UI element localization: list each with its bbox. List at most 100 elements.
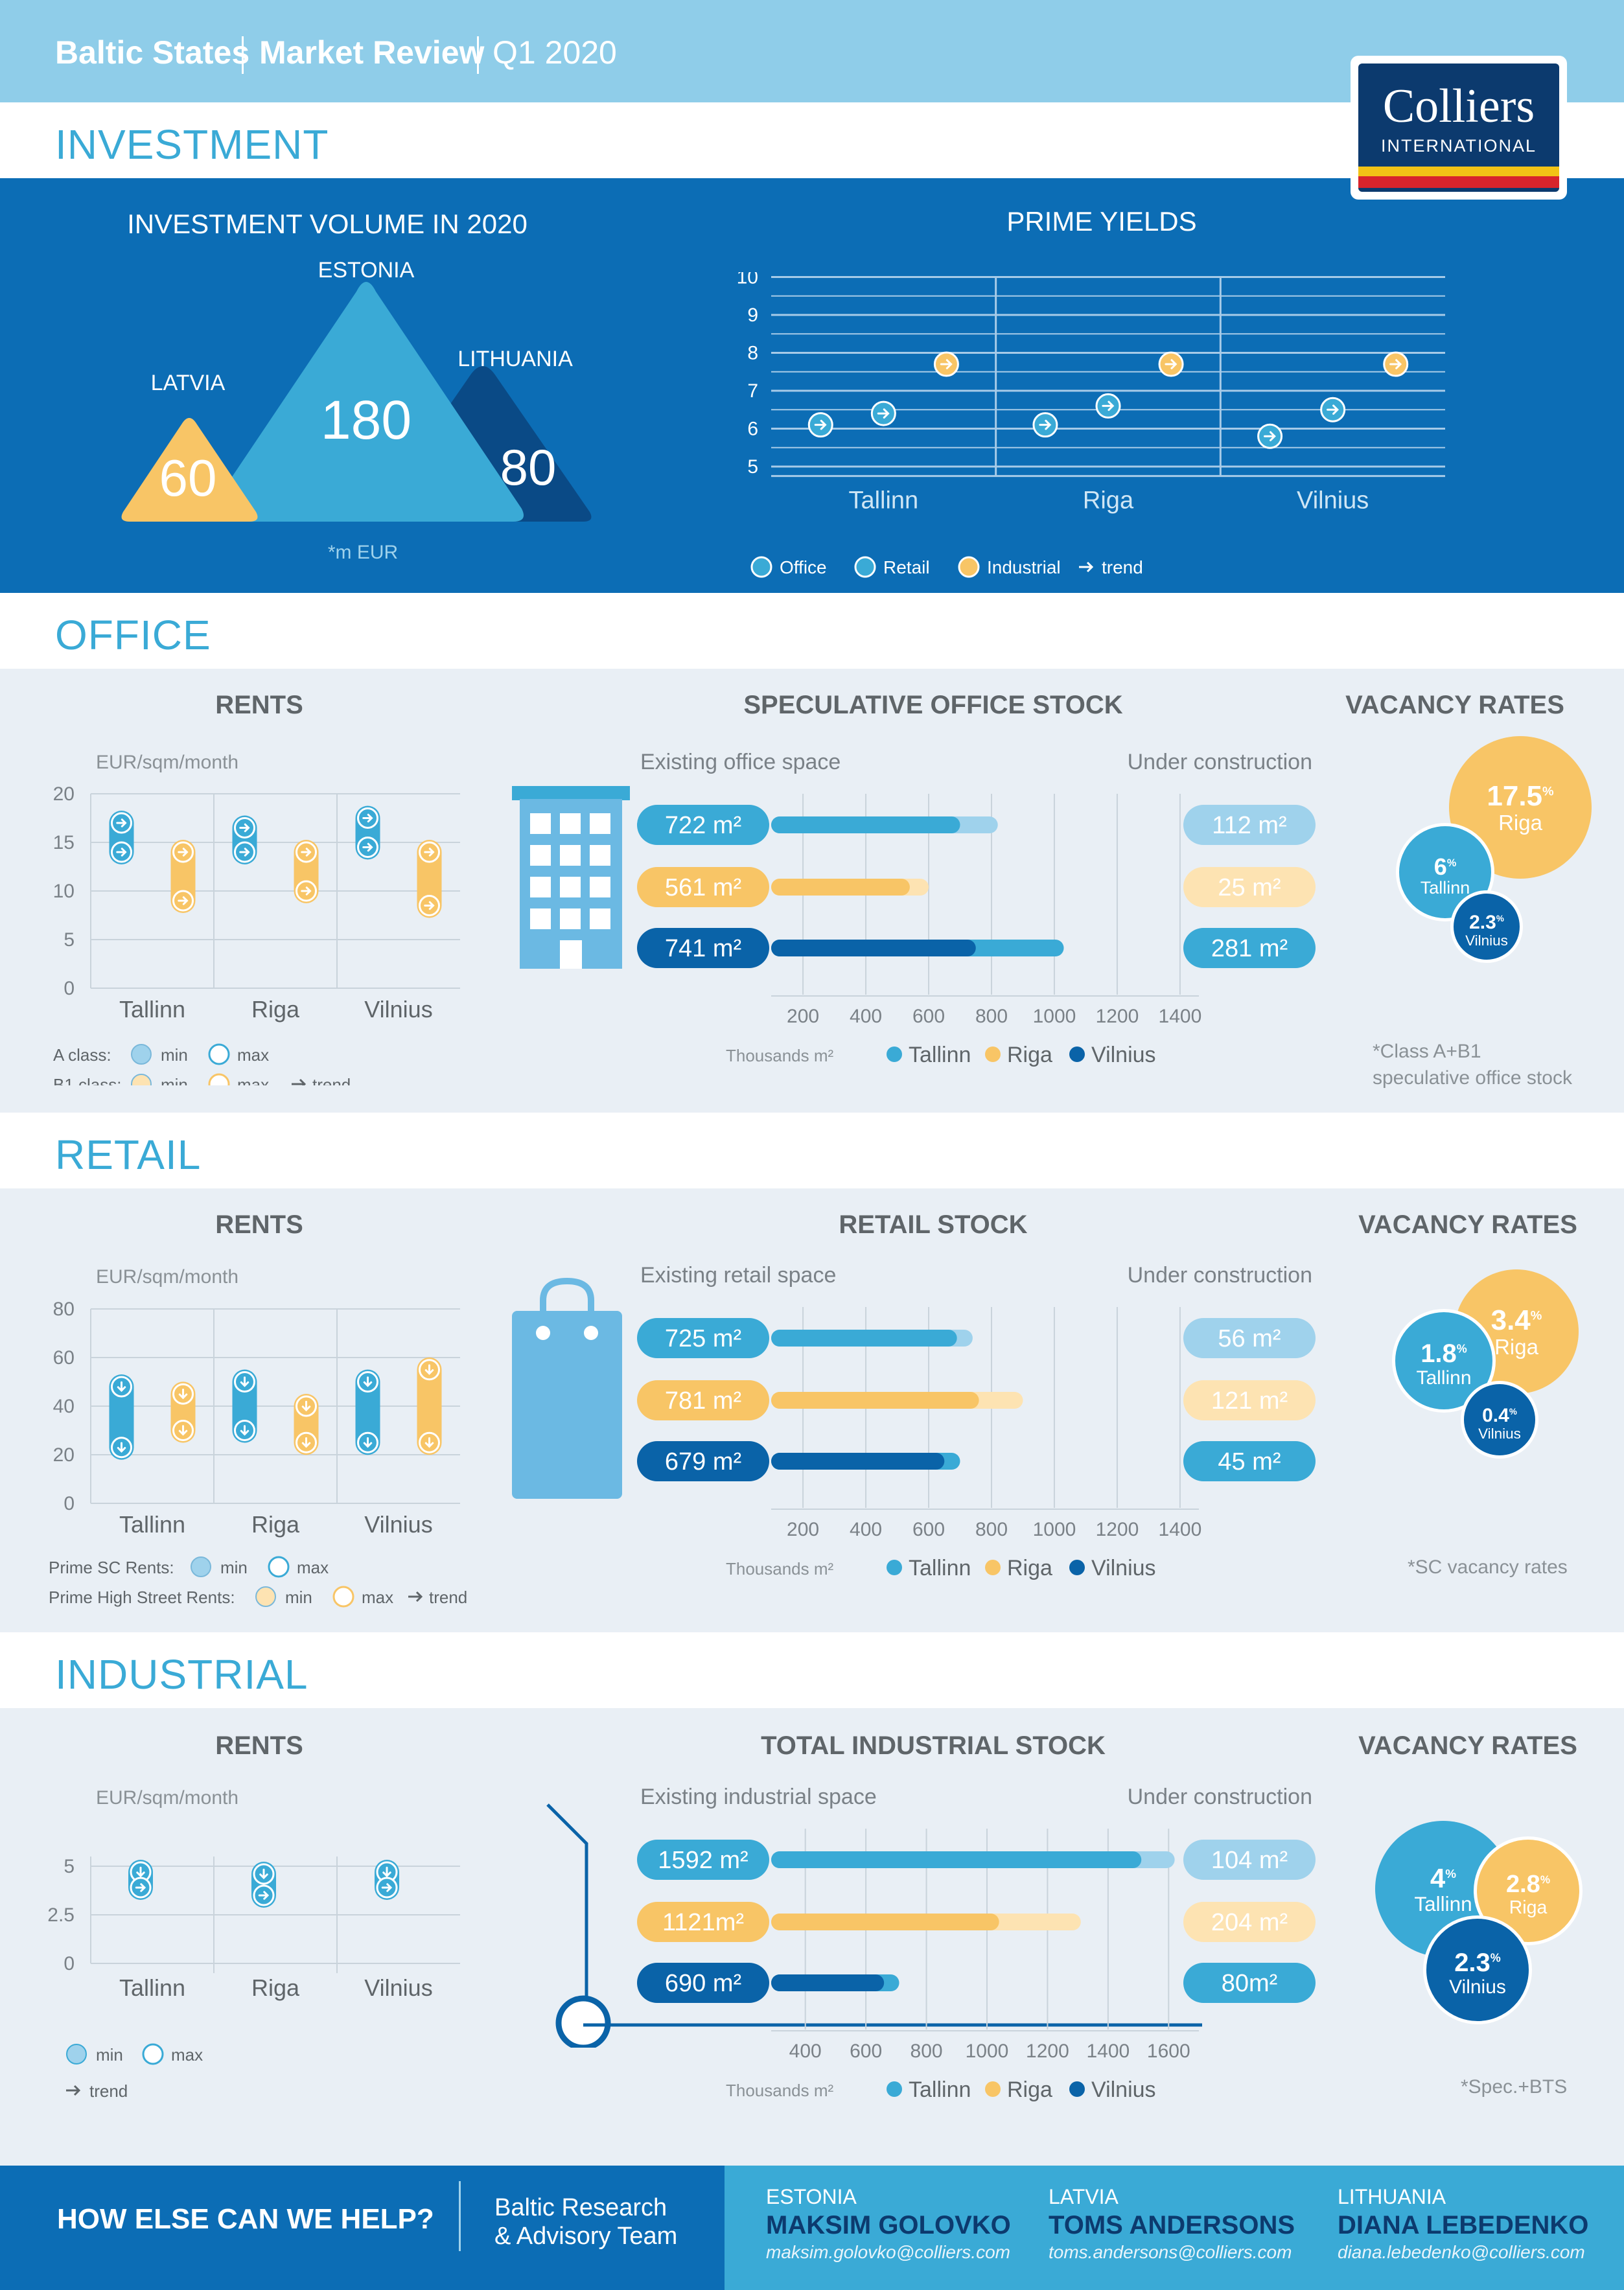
trend-arrow-icon (117, 1442, 126, 1453)
legend-swatch (887, 2081, 902, 2097)
rent-y-tick: 40 (53, 1396, 75, 1417)
industrial-vacancy-bubbles: 4% Tallinn 2.8% Riga 2.3% Vilnius (1361, 1801, 1620, 2061)
rent-x-label: Tallinn (119, 1511, 185, 1538)
rent-range-fill (355, 1369, 380, 1455)
building-window (590, 877, 610, 897)
vacancy-percent: % (1542, 784, 1554, 799)
yield-y-tick: 7 (747, 380, 758, 402)
shopping-bag-icon (512, 1277, 622, 1499)
legend-swatch (887, 1047, 902, 1062)
legend-label: Tallinn (909, 1043, 971, 1067)
vacancy-percent: % (1540, 1873, 1551, 1886)
investment-volume-triangles (121, 282, 592, 522)
latvia-value: 60 (159, 449, 217, 507)
contact-email[interactable]: maksim.golovko@colliers.com (766, 2242, 1010, 2262)
stock-row-vilnius: 690 m² 80m² (637, 1963, 1316, 2003)
stock-bar-existing (771, 816, 960, 833)
rent-y-tick: 5 (64, 1856, 75, 1877)
trend-arrow-icon (363, 1437, 373, 1448)
industrial-stock-title: TOTAL INDUSTRIAL STOCK (761, 1731, 1106, 1760)
yield-point-office (807, 412, 833, 438)
legend-label: Tallinn (909, 2077, 971, 2102)
rent-x-label: Tallinn (119, 996, 185, 1023)
contact-email[interactable]: toms.andersons@colliers.com (1049, 2242, 1292, 2262)
estonia-value: 180 (320, 389, 412, 450)
top-header-bar: Baltic States Market Review Q1 2020 (0, 0, 1624, 102)
yield-point-retail (870, 400, 896, 426)
yield-y-tick: 5 (747, 456, 758, 478)
rent-y-tick: 60 (53, 1347, 75, 1369)
yield-point-industrial (1158, 351, 1184, 377)
rent-range-bar (375, 1860, 399, 1900)
legend-swatch (1069, 1560, 1085, 1575)
stock-x-tick: 200 (787, 1006, 819, 1027)
stock-bar-existing (771, 940, 976, 956)
under-construction-pill (1183, 1840, 1316, 1880)
rent-range-bar (251, 1862, 276, 1908)
vacancy-value: 4% (1430, 1863, 1457, 1894)
rent-y-tick: 20 (53, 783, 75, 805)
contact-email[interactable]: diana.lebedenko@colliers.com (1338, 2242, 1585, 2262)
contact-country: LITHUANIA (1338, 2185, 1446, 2208)
industrial-connector-line (546, 1803, 635, 2048)
building-window (530, 877, 551, 897)
under-construction-value: 56 m² (1218, 1325, 1281, 1352)
stock-bar-existing (771, 1330, 957, 1347)
rent-legend-trend: trend (89, 2081, 128, 2101)
office-vacancy-note-2: speculative office stock (1373, 1067, 1572, 1089)
stock-bar-existing (771, 879, 910, 896)
trend-arrow-icon (178, 848, 189, 857)
legend-label: Vilnius (1091, 1043, 1156, 1067)
office-vacancy-title: VACANCY RATES (1345, 691, 1564, 719)
vacancy-city: Vilnius (1478, 1425, 1521, 1442)
stock-x-tick: 800 (975, 1519, 1008, 1540)
rent-legend-max: max (171, 2045, 203, 2064)
trend-arrow-icon (240, 1376, 249, 1387)
trend-arrow-icon (1102, 400, 1115, 411)
rent-legend-min: min (285, 1588, 312, 1607)
bag-hole (584, 1326, 598, 1340)
section-title-industrial: INDUSTRIAL (55, 1651, 308, 1698)
office-vacancy-note-1: *Class A+B1 (1373, 1041, 1481, 1062)
legend-swatch (985, 1047, 1001, 1062)
stock-left-label: Existing industrial space (640, 1785, 877, 1809)
stock-bar-existing (771, 1914, 999, 1930)
yield-y-tick: 10 (737, 272, 758, 288)
office-rents-chart: 0 5 10 15 20 Tallinn Riga Vilnius A class: min max… (53, 783, 460, 1085)
under-construction-value: 121 m² (1211, 1387, 1288, 1415)
contact-name: TOMS ANDERSONS (1049, 2211, 1295, 2239)
rent-y-tick: 10 (53, 881, 75, 902)
trend-arrow-icon (301, 1400, 311, 1412)
stock-row-riga: 561 m² 25 m² (637, 867, 1316, 907)
existing-stock-value: 679 m² (665, 1448, 741, 1475)
yield-y-tick: 9 (747, 305, 758, 326)
yield-point-office (1032, 412, 1058, 438)
vacancy-city: Vilnius (1449, 1976, 1506, 1998)
section-title-retail: RETAIL (55, 1131, 202, 1178)
rent-range-bar (294, 840, 319, 903)
existing-stock-value: 722 m² (665, 812, 741, 839)
stock-bar-existing (771, 1974, 885, 1991)
trend-arrow-icon (362, 842, 373, 852)
yield-point-industrial (1383, 351, 1409, 377)
under-construction-value: 112 m² (1212, 812, 1286, 839)
triangle-latvia (121, 418, 258, 522)
rent-x-label: Riga (251, 1511, 300, 1538)
vacancy-percent: % (1446, 857, 1457, 869)
legend-max-swatch (268, 1556, 290, 1578)
contact-country: ESTONIA (766, 2185, 857, 2208)
rent-range-bar (355, 1369, 380, 1455)
building-window (530, 845, 551, 866)
retail-rents-unit: EUR/sqm/month (96, 1266, 239, 1288)
retail-rents-chart: 0 20 40 60 80 Tallinn Riga Vilnius Prime SC Rent… (49, 1299, 467, 1608)
logo-sub: INTERNATIONAL (1380, 136, 1537, 156)
prime-yields-title: PRIME YIELDS (1006, 206, 1197, 237)
stock-x-label: Thousands m² (726, 1559, 834, 1579)
stock-x-tick: 800 (975, 1006, 1008, 1027)
legend-label: Riga (1007, 1556, 1052, 1580)
industrial-vacancy-note: *Spec.+BTS (1461, 2076, 1568, 2098)
building-window (560, 877, 581, 897)
yield-point-retail (1320, 397, 1346, 422)
trend-arrow-icon (363, 1376, 373, 1387)
rent-x-label: Vilnius (364, 1974, 432, 2001)
